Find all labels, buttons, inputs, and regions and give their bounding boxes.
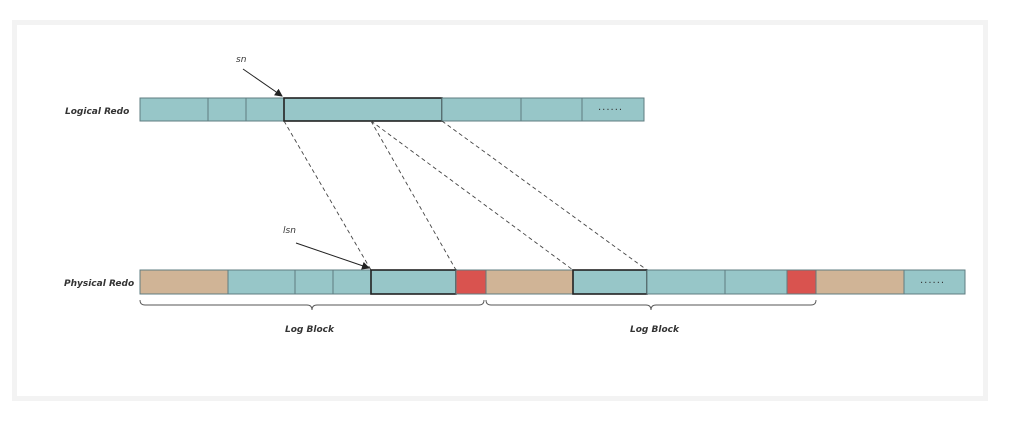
- physical-cell: [227, 269, 296, 295]
- block-trailer-cell: [786, 269, 817, 295]
- physical-redo-row: ......: [139, 269, 966, 295]
- logical-cell: [139, 97, 209, 122]
- log-block-brace-1: [139, 299, 485, 311]
- physical-highlighted-record-part1: [370, 269, 457, 295]
- log-block-label-1: Log Block: [285, 325, 335, 335]
- diagram-panel: [12, 20, 988, 401]
- block-header-cell: [485, 269, 574, 295]
- logical-redo-row: ......: [139, 97, 645, 122]
- physical-cell: [294, 269, 334, 295]
- physical-cell: [724, 269, 788, 295]
- mapping-connectors: [283, 120, 648, 271]
- physical-highlighted-record-part2: [572, 269, 648, 295]
- logical-cell: [245, 97, 285, 122]
- lsn-arrow: [295, 242, 370, 270]
- block-header-cell: [815, 269, 905, 295]
- sn-arrow: [242, 68, 283, 97]
- physical-redo-label: Physical Redo: [64, 279, 134, 289]
- logical-redo-label: Logical Redo: [65, 107, 129, 117]
- logical-cell: [520, 97, 583, 122]
- physical-ellipsis: ......: [920, 275, 945, 286]
- logical-cell-ellipsis: [581, 97, 645, 122]
- connector-line: [283, 120, 372, 271]
- sn-label: sn: [236, 55, 247, 65]
- logical-cell: [441, 97, 522, 122]
- physical-cell: [332, 269, 372, 295]
- lsn-label: lsn: [283, 226, 296, 236]
- block-trailer-cell: [455, 269, 487, 295]
- log-block-label-2: Log Block: [630, 325, 680, 335]
- logical-ellipsis: ......: [598, 102, 623, 113]
- logical-highlighted-record: [283, 97, 443, 122]
- block-header-cell: [139, 269, 229, 295]
- physical-cell-ellipsis: [903, 269, 966, 295]
- connector-line: [370, 120, 457, 271]
- connector-line: [441, 120, 648, 271]
- logical-cell: [207, 97, 247, 122]
- physical-cell: [646, 269, 726, 295]
- log-block-brace-2: [485, 299, 817, 311]
